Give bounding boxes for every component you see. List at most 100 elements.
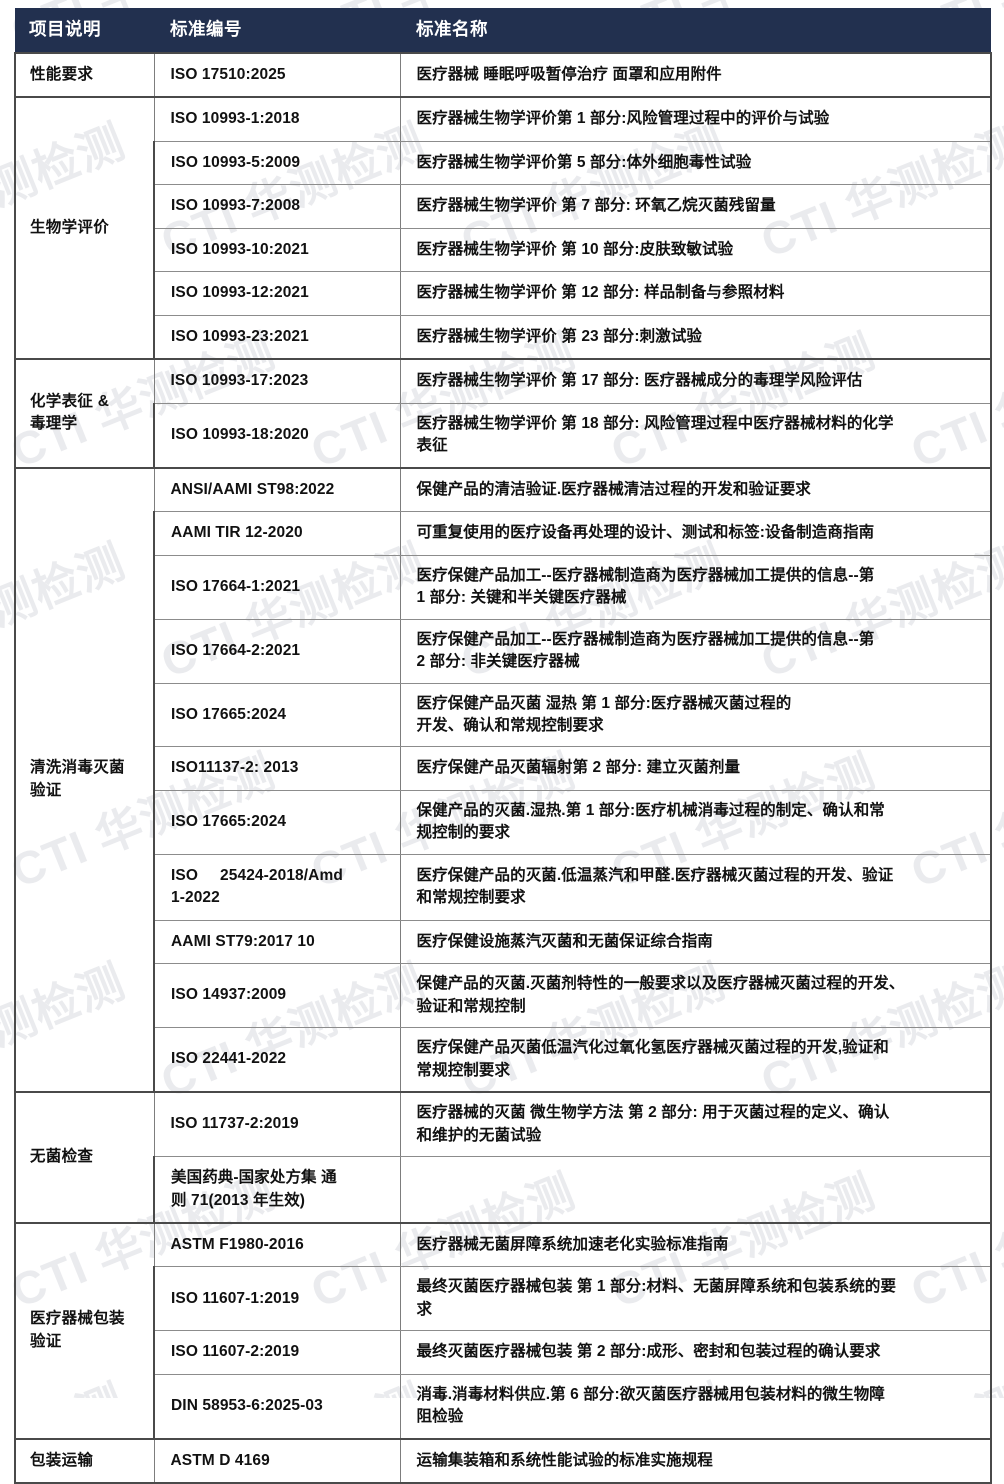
table-row: ISO 25424-2018/Amd 1-2022 医疗保健产品的灭菌.低温蒸汽和甲…: [15, 853, 992, 921]
standard-name-line: 规控制的要求: [416, 824, 511, 842]
standard-name-line: [417, 1178, 981, 1200]
table-row: 医疗器械包装 验证 ASTM F1980-2016 医疗器械无菌屏障系统加速老化实验标…: [14, 1222, 992, 1440]
table-row: ISO 22441-2022 医疗保健产品灭菌低温汽化过氧化氢医疗器械灭菌过程的开…: [15, 1027, 992, 1093]
table-row: ISO 10993-10:2021 医疗器械生物学评价 第 10 部分:皮肤致敏试…: [15, 227, 992, 273]
standard-name-cell: 最终灭菌医疗器械包装 第 2 部分:成形、密封和包装过程的确认要求: [399, 1330, 992, 1375]
standard-code-cell: ISO 17510:2025: [153, 51, 401, 98]
standard-name-line: 和维护的无菌试验: [416, 1126, 542, 1144]
standard-code-cell: ANSI/AAMI ST98:2022: [153, 466, 401, 513]
table-row: 性能要求 ISO 17510:2025 医疗器械 睡眠呼吸暂停治疗 面罩和应用附件: [14, 51, 992, 98]
standard-name-cell: 医疗器械生物学评价第 5 部分:体外细胞毒性试验: [399, 140, 992, 186]
standard-name-cell: 医疗保健产品的灭菌.低温蒸汽和甲醛.医疗器械灭菌过程的开发、验证 和常规控制要求: [399, 853, 992, 921]
standard-name-cell: 医疗保健产品灭菌辐射第 2 部分: 建立灭菌剂量: [399, 746, 992, 791]
standard-name-cell: 医疗保健产品加工--医疗器械制造商为医疗器械加工提供的信息--第 2 部分: 非关…: [399, 618, 992, 684]
standard-name-line: 医疗保健产品灭菌 湿热 第 1 部分:医疗器械灭菌过程的: [416, 694, 792, 712]
table-row: ISO11137-2: 2013 医疗保健产品灭菌辐射第 2 部分: 建立灭菌剂量: [15, 746, 992, 791]
category-cell: 包装运输: [14, 1437, 155, 1484]
standard-name-cell: 医疗器械无菌屏障系统加速老化实验标准指南: [399, 1222, 992, 1268]
standard-name-cell: 医疗器械生物学评价 第 23 部分:刺激试验: [399, 314, 992, 360]
standard-name-line: 医疗器械生物学评价第 1 部分:风险管理过程中的评价与试验: [416, 110, 830, 128]
standard-name-cell: [399, 1156, 992, 1224]
standard-name-line: 医疗保健产品灭菌低温汽化过氧化氢医疗器械灭菌过程的开发,验证和: [416, 1039, 889, 1057]
standard-code-cell: AAMI ST79:2017 10: [153, 919, 401, 965]
standard-name-cell: 医疗保健产品灭菌 湿热 第 1 部分:医疗器械灭菌过程的 开发、确认和常规控制要求: [399, 682, 992, 748]
standard-name-cell: 医疗保健产品灭菌低温汽化过氧化氢医疗器械灭菌过程的开发,验证和 常规控制要求: [399, 1027, 992, 1093]
standards-table: 项目说明 标准编号 标准名称 性能要求 ISO 17510:2025 医疗器械 睡眠…: [14, 8, 992, 1484]
standard-code-cell: ISO 17665:2024: [153, 682, 401, 748]
standard-name-line: 医疗器械 睡眠呼吸暂停治疗 面罩和应用附件: [416, 66, 722, 83]
standard-code-cell: ISO 10993-10:2021: [153, 227, 401, 273]
standard-name-line: 阻检验: [416, 1408, 464, 1426]
standard-code-cell: DIN 58953-6:2025-03: [153, 1373, 401, 1440]
category-cell: 化学表征 & 毒理学: [14, 358, 155, 469]
table-row: ISO 10993-12:2021 医疗器械生物学评价 第 12 部分: 样品制备…: [15, 271, 992, 316]
standard-code-cell: AAMI TIR 12-2020: [153, 511, 401, 556]
table-row: ISO 17664-2:2021 医疗保健产品加工--医疗器械制造商为医疗器械加工…: [15, 618, 992, 684]
standard-name-line: 医疗保健产品的灭菌.低温蒸汽和甲醛.医疗器械灭菌过程的开发、验证: [416, 866, 894, 884]
standard-code-cell: ISO11137-2: 2013: [153, 746, 401, 791]
table-row: AAMI TIR 12-2020 可重复使用的医疗设备再处理的设计、测试和标签:设…: [15, 511, 992, 556]
category-cell: 性能要求: [14, 51, 155, 98]
table-row: AAMI ST79:2017 10 医疗保健设施蒸汽灭菌和无菌保证综合指南: [15, 919, 992, 965]
table-row: ISO 10993-23:2021 医疗器械生物学评价 第 23 部分:刺激试验: [15, 314, 992, 360]
standard-name-cell: 消毒.消毒材料供应.第 6 部分:欲灭菌医疗器械用包装材料的微生物障 阻检验: [399, 1373, 992, 1440]
standard-code-cell: ASTM D 4169: [153, 1437, 401, 1484]
standard-name-cell: 保健产品的灭菌.湿热.第 1 部分:医疗机械消毒过程的制定、确认和常 规控制的要求: [399, 789, 992, 855]
standard-name-line: 医疗保健产品灭菌辐射第 2 部分: 建立灭菌剂量: [416, 759, 741, 777]
column-header-name: 标准名称: [400, 8, 991, 53]
standard-name-line: 医疗器械生物学评价 第 23 部分:刺激试验: [416, 327, 703, 345]
table-row: 包装运输 ASTM D 4169 运输集装箱和系统性能试验的标准实施规程: [14, 1437, 992, 1484]
table-row: ISO 10993-5:2009 医疗器械生物学评价第 5 部分:体外细胞毒性试验: [15, 140, 992, 186]
standard-code-cell: ISO 11607-2:2019: [153, 1330, 401, 1375]
table-header: 项目说明 标准编号 标准名称: [15, 8, 991, 53]
table-row: ISO 10993-7:2008 医疗器械生物学评价 第 7 部分: 环氧乙烷灭菌…: [15, 184, 992, 229]
table-row: 美国药典-国家处方集 通则 71(2013 年生效): [15, 1156, 992, 1224]
category-cell: 生物学评价: [14, 96, 155, 360]
table-row: ISO 14937:2009 保健产品的灭菌.灭菌剂特性的一般要求以及医疗器械灭菌…: [15, 963, 992, 1029]
standard-code-cell: ISO 10993-12:2021: [153, 271, 401, 316]
table-row: ISO 17664-1:2021 医疗保健产品加工--医疗器械制造商为医疗器械加工…: [15, 554, 992, 620]
standard-code-cell: ISO 10993-5:2009: [153, 140, 401, 186]
standard-name-cell: 运输集装箱和系统性能试验的标准实施规程: [399, 1437, 992, 1484]
standard-name-line: 医疗器械生物学评价 第 12 部分: 样品制备与参照材料: [416, 284, 785, 302]
standard-name-line: 医疗器械生物学评价 第 10 部分:皮肤致敏试验: [416, 240, 734, 258]
standard-name-cell: 医疗器械生物学评价 第 18 部分: 风险管理过程中医疗器械材料的化学 表征: [399, 402, 992, 469]
table-body: 性能要求 ISO 17510:2025 医疗器械 睡眠呼吸暂停治疗 面罩和应用附件生…: [14, 51, 992, 1484]
standard-code-cell: ISO 17664-2:2021: [153, 618, 401, 684]
column-header-code: 标准编号: [154, 8, 400, 53]
standard-name-cell: 医疗保健产品加工--医疗器械制造商为医疗器械加工提供的信息--第 1 部分: 关键…: [399, 554, 992, 620]
standard-code-cell: ISO 10993-7:2008: [153, 184, 401, 229]
standard-name-line: 1 部分: 关键和半关键医疗器械: [416, 589, 627, 607]
table-row: 化学表征 & 毒理学 ISO 10993-17:2023 医疗器械生物学评价 第 17…: [14, 358, 992, 469]
standard-code-cell: ISO 11737-2:2019: [153, 1091, 401, 1158]
standard-name-line: 医疗器械生物学评价 第 18 部分: 风险管理过程中医疗器械材料的化学: [416, 414, 894, 432]
table-row: 清洗消毒灭菌 验证 ANSI/AAMI ST98:2022 保健产品的清洁验证.医疗器…: [14, 466, 992, 1093]
standard-name-line: 运输集装箱和系统性能试验的标准实施规程: [416, 1451, 713, 1469]
standard-name-cell: 医疗器械生物学评价 第 10 部分:皮肤致敏试验: [399, 227, 992, 273]
standard-name-line: 表征: [416, 437, 448, 455]
standard-name-line: 保健产品的灭菌.湿热.第 1 部分:医疗机械消毒过程的制定、确认和常: [416, 801, 885, 819]
standard-name-line: 医疗器械的灭菌 微生物学方法 第 2 部分: 用于灭菌过程的定义、确认: [416, 1104, 890, 1122]
standard-code-cell: ISO 10993-1:2018: [153, 96, 401, 142]
standard-code-cell: ISO 10993-18:2020: [153, 402, 401, 469]
standard-name-cell: 保健产品的灭菌.灭菌剂特性的一般要求以及医疗器械灭菌过程的开发、 验证和常规控制: [399, 963, 992, 1029]
standard-code-cell: 美国药典-国家处方集 通则 71(2013 年生效): [153, 1156, 401, 1224]
standard-code-cell: ISO 25424-2018/Amd 1-2022: [153, 853, 401, 921]
standard-name-line: 保健产品的灭菌.灭菌剂特性的一般要求以及医疗器械灭菌过程的开发、: [416, 975, 905, 993]
standard-name-cell: 医疗器械生物学评价 第 17 部分: 医疗器械成分的毒理学风险评估: [399, 358, 992, 404]
table-row: 生物学评价 ISO 10993-1:2018 医疗器械生物学评价第 1 部分:风险管…: [14, 96, 992, 360]
table-row: ISO 10993-18:2020 医疗器械生物学评价 第 18 部分: 风险管理…: [15, 402, 992, 469]
standard-code-cell: ISO 11607-1:2019: [153, 1266, 401, 1332]
standard-name-line: 验证和常规控制: [416, 997, 526, 1015]
standard-name-line: 医疗器械生物学评价 第 7 部分: 环氧乙烷灭菌残留量: [416, 197, 776, 215]
category-cell: 清洗消毒灭菌 验证: [14, 466, 155, 1093]
standard-name-cell: 医疗器械的灭菌 微生物学方法 第 2 部分: 用于灭菌过程的定义、确认 和维护的无…: [399, 1091, 992, 1158]
standard-code-cell: ISO 17664-1:2021: [153, 554, 401, 620]
category-cell: 无菌检查: [14, 1091, 155, 1224]
standard-name-line: 求: [416, 1300, 433, 1318]
standard-name-line: 开发、确认和常规控制要求: [416, 716, 604, 734]
standards-table-container: 项目说明 标准编号 标准名称 性能要求 ISO 17510:2025 医疗器械 睡眠…: [14, 8, 992, 1484]
standard-name-line: 2 部分: 非关键医疗器械: [416, 653, 580, 671]
column-header-category: 项目说明: [15, 8, 154, 53]
standard-name-line: 最终灭菌医疗器械包装 第 2 部分:成形、密封和包装过程的确认要求: [416, 1343, 881, 1361]
